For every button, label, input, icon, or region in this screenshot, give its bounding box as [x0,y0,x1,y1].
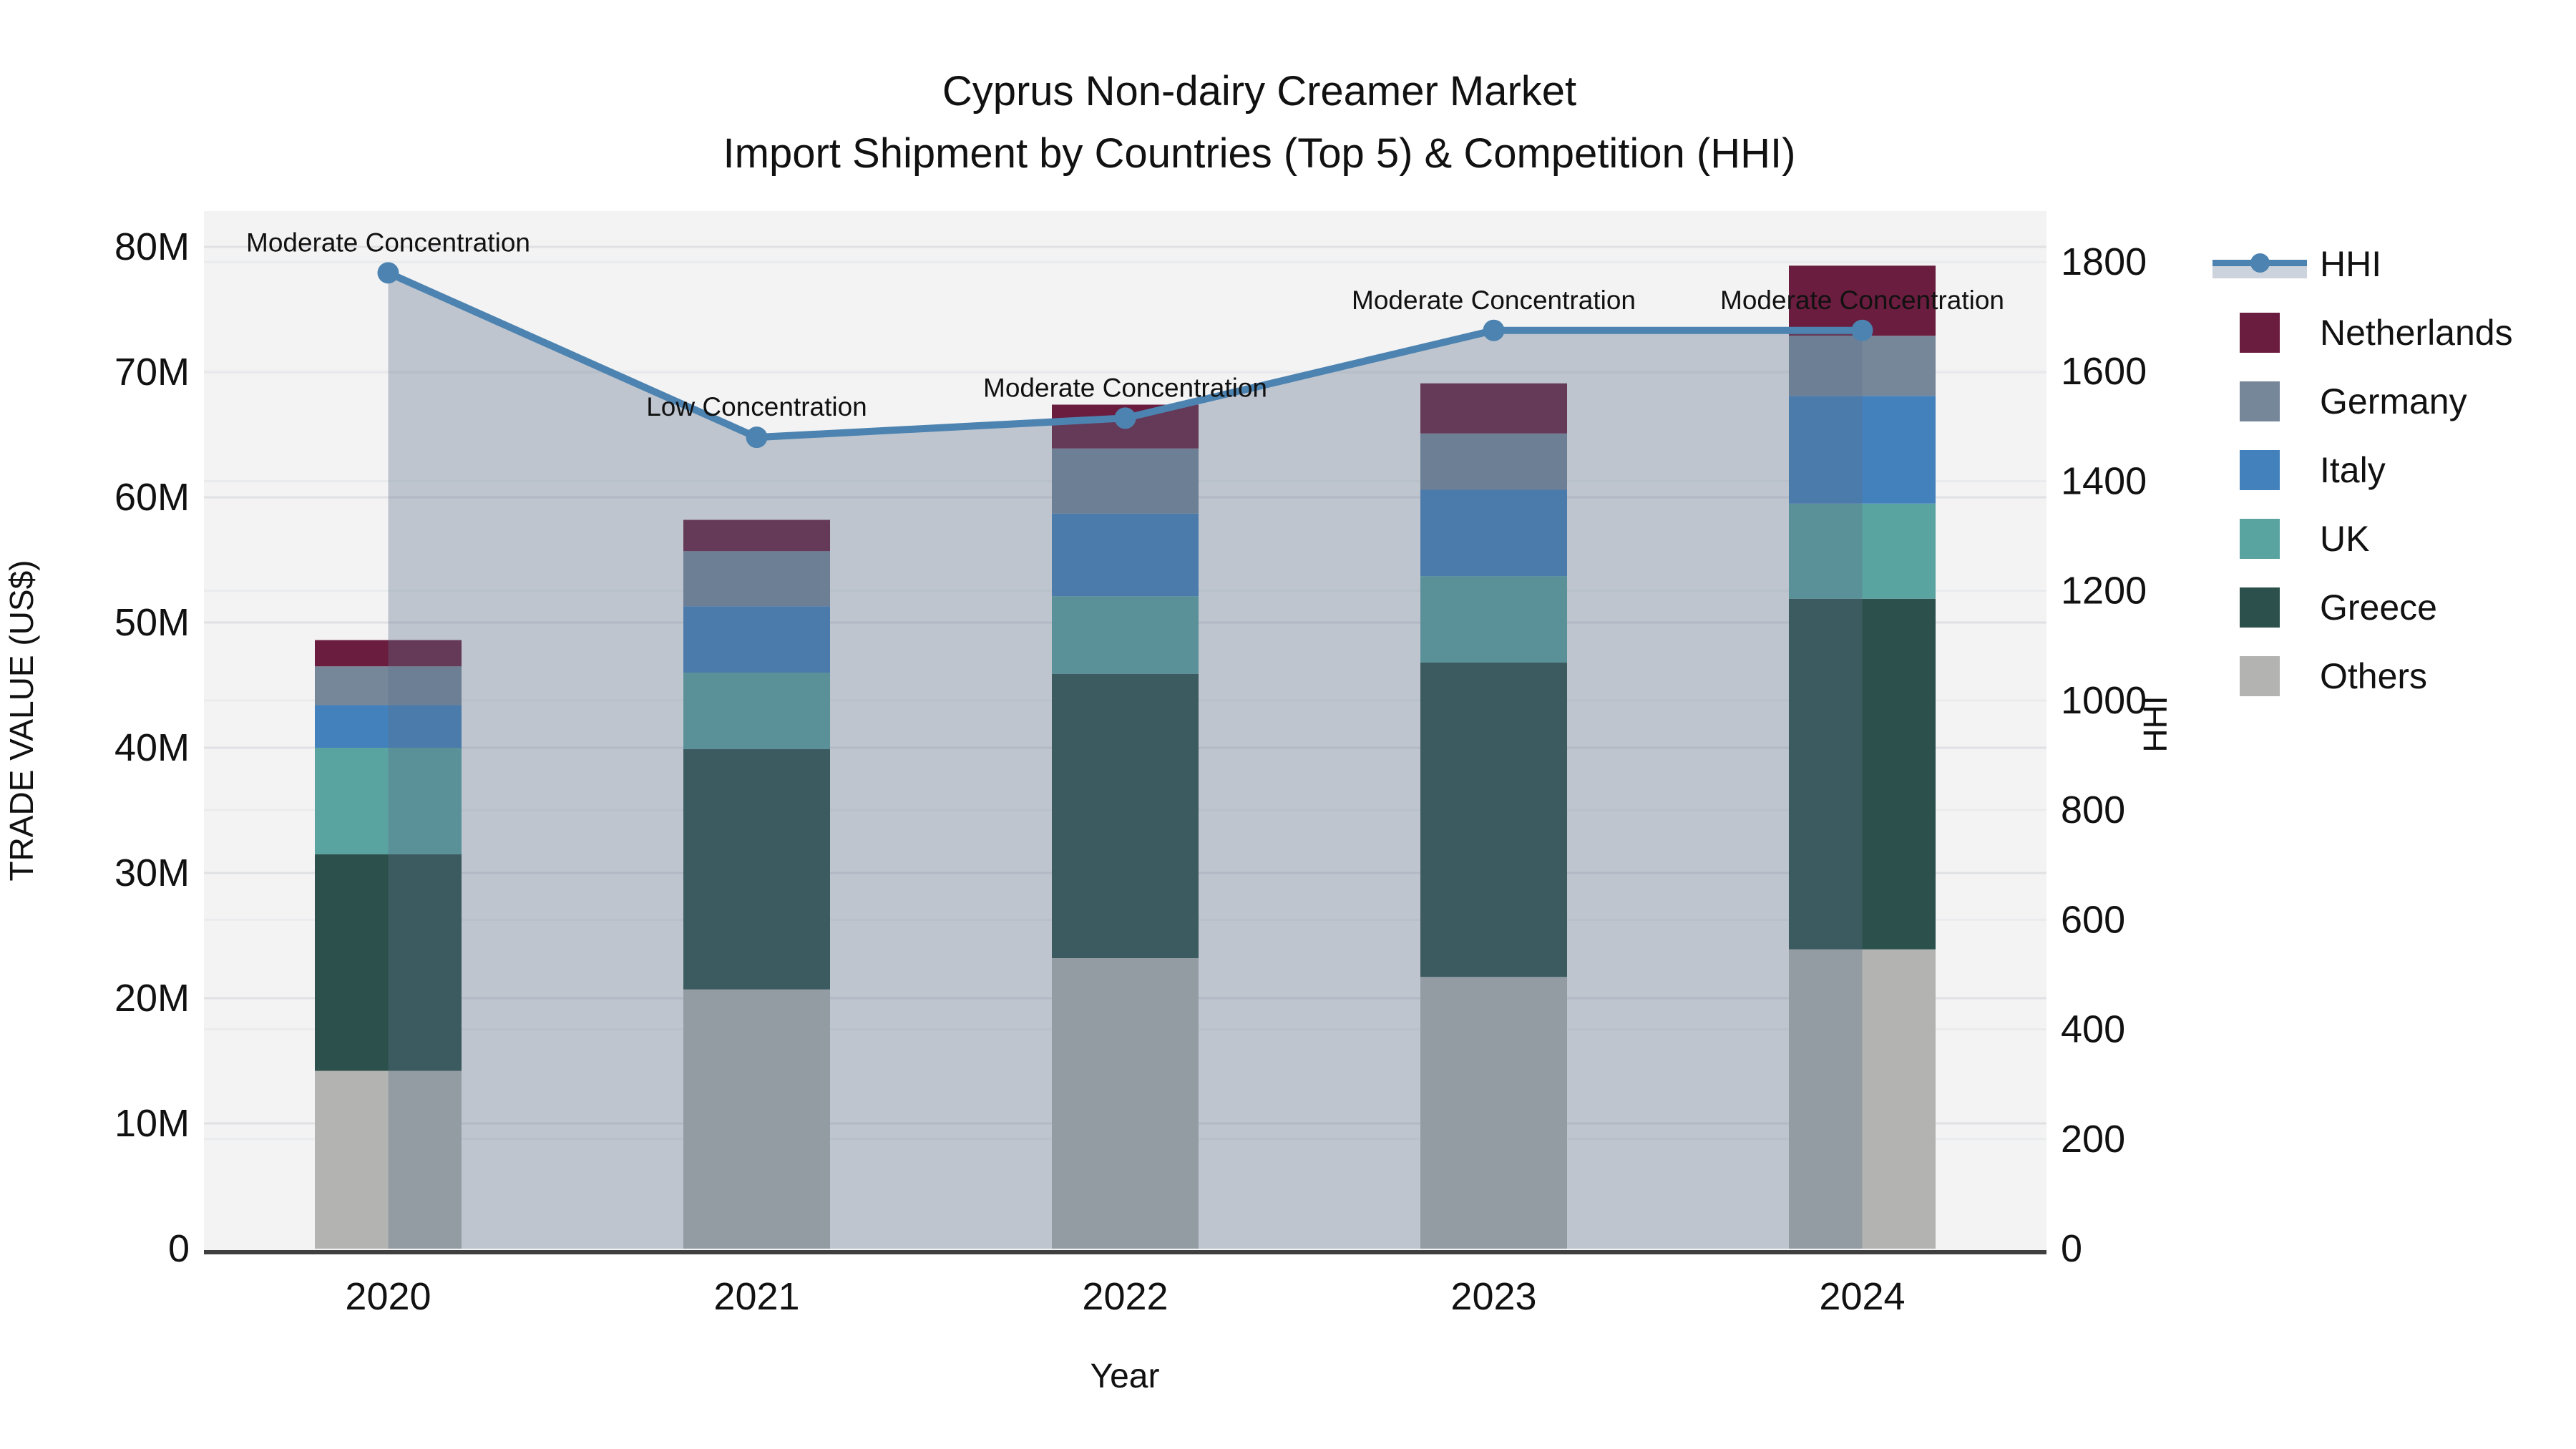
others-swatch-icon [2239,656,2280,696]
x-tick-2023: 2023 [1450,1275,1536,1318]
bar-segment-germany-2023[interactable] [1420,433,1567,490]
bar-segment-uk-2023[interactable] [1420,576,1567,663]
chart-title-line2: Import Shipment by Countries (Top 5) & C… [723,130,1796,177]
y-right-tick-1800: 1800 [2061,240,2147,283]
y-left-tick-40M: 40M [114,726,190,769]
legend-label-netherlands: Netherlands [2320,313,2513,353]
y-right-tick-800: 800 [2061,789,2125,831]
y-right-tick-1600: 1600 [2061,350,2147,393]
bar-segment-others-2021[interactable] [683,989,830,1249]
bar-segment-greece-2021[interactable] [683,748,830,990]
y-right-tick-0: 0 [2061,1227,2082,1270]
bar-segment-greece-2022[interactable] [1052,673,1199,958]
legend-item-germany[interactable]: Germany [2207,367,2513,436]
uk-swatch-icon [2239,519,2280,559]
x-tick-2022: 2022 [1082,1275,1168,1318]
x-axis-title: Year [1090,1357,1160,1395]
bar-segment-netherlands-2020[interactable] [315,640,462,667]
y-left-tick-20M: 20M [114,977,190,1020]
hhi-annotation-2020: Moderate Concentration [246,228,530,257]
x-tick-2020: 2020 [345,1275,431,1318]
hhi-marker-2024[interactable] [1851,319,1873,341]
bar-segment-others-2022[interactable] [1052,958,1199,1249]
y-left-tick-80M: 80M [114,225,190,268]
y-right-tick-1200: 1200 [2061,570,2147,613]
y-right-axis-title: HHI [2137,696,2174,753]
legend-label-greece: Greece [2320,587,2437,628]
legend-item-greece[interactable]: Greece [2207,573,2513,642]
bar-segment-germany-2021[interactable] [683,551,830,607]
bar-segment-uk-2021[interactable] [683,673,830,749]
y-left-tick-30M: 30M [114,852,190,894]
hhi-marker-2022[interactable] [1114,407,1136,429]
netherlands-swatch-icon [2239,313,2280,353]
legend-item-hhi[interactable]: HHI [2207,230,2513,298]
hhi-annotation-2022: Moderate Concentration [983,373,1267,402]
bar-segment-italy-2021[interactable] [683,606,830,673]
bar-segment-uk-2022[interactable] [1052,596,1199,674]
bar-segment-greece-2020[interactable] [315,854,462,1071]
hhi-area-fill [388,273,1863,1249]
legend-label-germany: Germany [2320,381,2467,421]
hhi-line-swatch [2207,250,2311,278]
italy-swatch-icon [2239,450,2280,490]
chart-title-line1: Cyprus Non-dairy Creamer Market [942,68,1577,114]
y-left-tick-0: 0 [168,1227,190,1270]
hhi-marker-2023[interactable] [1483,319,1505,341]
bar-segment-greece-2024[interactable] [1789,598,1936,950]
hhi-annotation-2023: Moderate Concentration [1352,286,1636,315]
hhi-marker-2021[interactable] [746,426,768,449]
y-left-tick-50M: 50M [114,601,190,644]
bar-segment-others-2024[interactable] [1789,949,1936,1249]
greece-swatch-icon [2239,587,2280,628]
hhi-marker-2020[interactable] [377,262,399,284]
bar-segment-uk-2024[interactable] [1789,503,1936,599]
bar-segment-netherlands-2021[interactable] [683,519,830,552]
bar-segment-germany-2020[interactable] [315,666,462,706]
y-left-tick-60M: 60M [114,476,190,519]
y-right-tick-200: 200 [2061,1118,2125,1161]
bar-segment-italy-2022[interactable] [1052,513,1199,597]
legend-label-hhi: HHI [2320,244,2382,284]
bar-segment-others-2020[interactable] [315,1070,462,1249]
legend-item-italy[interactable]: Italy [2207,436,2513,504]
hhi-marker-icon [2250,253,2270,273]
x-tick-2021: 2021 [713,1275,799,1318]
y-left-axis-title: TRADE VALUE (US$) [3,560,40,882]
germany-swatch-icon [2239,381,2280,421]
bar-segment-germany-2022[interactable] [1052,448,1199,514]
bar-segment-others-2023[interactable] [1420,977,1567,1249]
bar-segment-italy-2024[interactable] [1789,396,1936,504]
legend-label-uk: UK [2320,519,2370,559]
y-left-tick-70M: 70M [114,351,190,394]
y-left-tick-10M: 10M [114,1102,190,1145]
legend-item-uk[interactable]: UK [2207,504,2513,573]
y-right-tick-600: 600 [2061,898,2125,941]
bar-segment-italy-2020[interactable] [315,705,462,748]
x-tick-2024: 2024 [1819,1275,1905,1318]
y-right-tick-1400: 1400 [2061,459,2147,502]
legend-item-netherlands[interactable]: Netherlands [2207,298,2513,367]
bar-segment-uk-2020[interactable] [315,748,462,854]
y-right-tick-400: 400 [2061,1008,2125,1051]
legend-item-others[interactable]: Others [2207,642,2513,711]
legend: HHI Netherlands Germany Italy UK Greece … [2207,230,2513,711]
hhi-annotation-2021: Low Concentration [646,392,867,421]
bar-segment-netherlands-2023[interactable] [1420,383,1567,434]
bar-segment-germany-2024[interactable] [1789,336,1936,396]
y-right-tick-1000: 1000 [2061,679,2147,722]
hhi-annotation-2024: Moderate Concentration [1720,286,2004,315]
bar-segment-italy-2023[interactable] [1420,489,1567,577]
legend-label-others: Others [2320,656,2428,696]
legend-label-italy: Italy [2320,450,2386,490]
bar-segment-greece-2023[interactable] [1420,663,1567,977]
